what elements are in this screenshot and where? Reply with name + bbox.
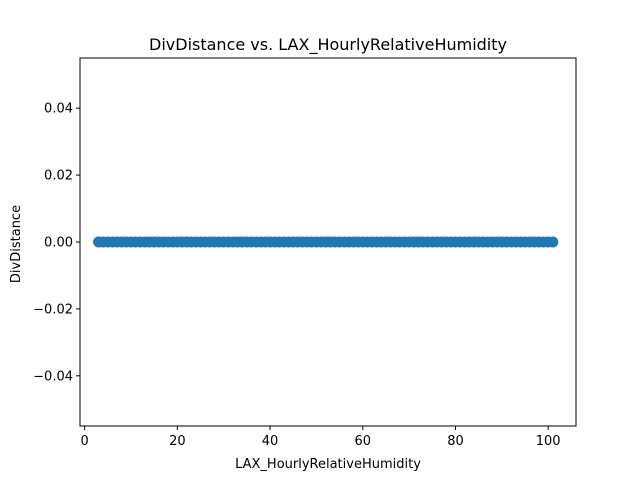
x-tick-label: 100 (536, 434, 561, 449)
y-tick-label: −0.02 (33, 302, 73, 317)
x-axis-title: LAX_HourlyRelativeHumidity (235, 457, 421, 472)
chart-title: DivDistance vs. LAX_HourlyRelativeHumidi… (149, 35, 507, 55)
data-point (547, 236, 559, 248)
data-points (93, 236, 559, 248)
x-axis: 0 20 40 60 80 100 (80, 426, 561, 449)
y-axis: −0.04 −0.02 0.00 0.02 0.04 (33, 102, 80, 384)
y-axis-title: DivDistance (9, 205, 24, 283)
x-tick-label: 60 (354, 434, 371, 449)
x-tick-label: 0 (80, 434, 88, 449)
y-tick-label: 0.04 (44, 102, 73, 117)
y-tick-label: −0.04 (33, 369, 73, 384)
x-tick-label: 80 (447, 434, 464, 449)
y-tick-label: 0.02 (44, 169, 73, 184)
x-tick-label: 40 (262, 434, 279, 449)
x-tick-label: 20 (169, 434, 186, 449)
y-tick-label: 0.00 (44, 236, 73, 251)
